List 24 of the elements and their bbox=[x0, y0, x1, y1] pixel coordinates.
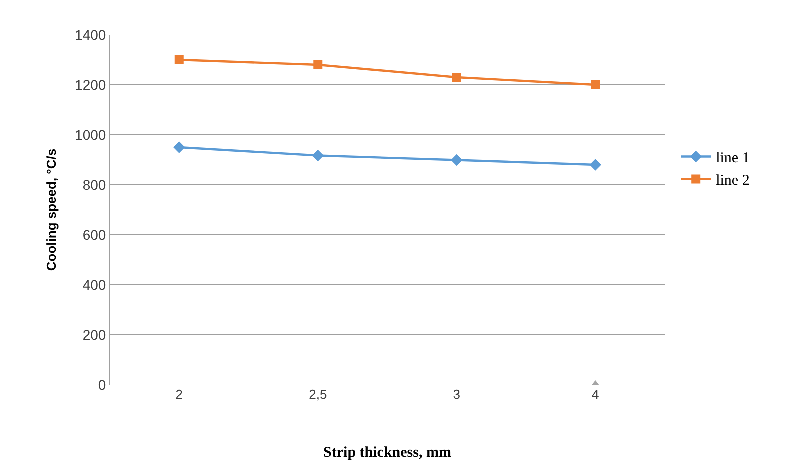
y-axis-title: Cooling speed, °C/s bbox=[44, 148, 59, 272]
point bbox=[174, 56, 184, 64]
y-tick-label: 0 bbox=[98, 376, 106, 393]
y-tick-label: 1000 bbox=[75, 126, 106, 143]
point bbox=[591, 80, 600, 90]
point bbox=[312, 150, 324, 162]
x-tick-label: 3 bbox=[453, 387, 460, 402]
legend-label: line 1 bbox=[716, 150, 750, 167]
y-tick-label: 600 bbox=[82, 226, 106, 243]
y-tick-label: 800 bbox=[82, 176, 106, 193]
y-tick-label: 200 bbox=[82, 326, 106, 343]
point bbox=[451, 154, 463, 166]
y-tick-label: 400 bbox=[82, 276, 106, 293]
point bbox=[174, 142, 186, 154]
x-tick-label: 4 bbox=[592, 387, 600, 402]
y-tick-label: 1200 bbox=[75, 76, 106, 93]
point bbox=[452, 73, 462, 82]
x-axis-title: Strip thickness, mm bbox=[324, 445, 452, 461]
x-tick-label: 2,5 bbox=[309, 387, 328, 402]
y-tick-label: 1400 bbox=[75, 26, 106, 43]
point bbox=[314, 60, 323, 70]
point bbox=[590, 159, 602, 171]
legend-label: line 2 bbox=[716, 173, 750, 190]
x-tick-label: 2 bbox=[176, 387, 183, 402]
